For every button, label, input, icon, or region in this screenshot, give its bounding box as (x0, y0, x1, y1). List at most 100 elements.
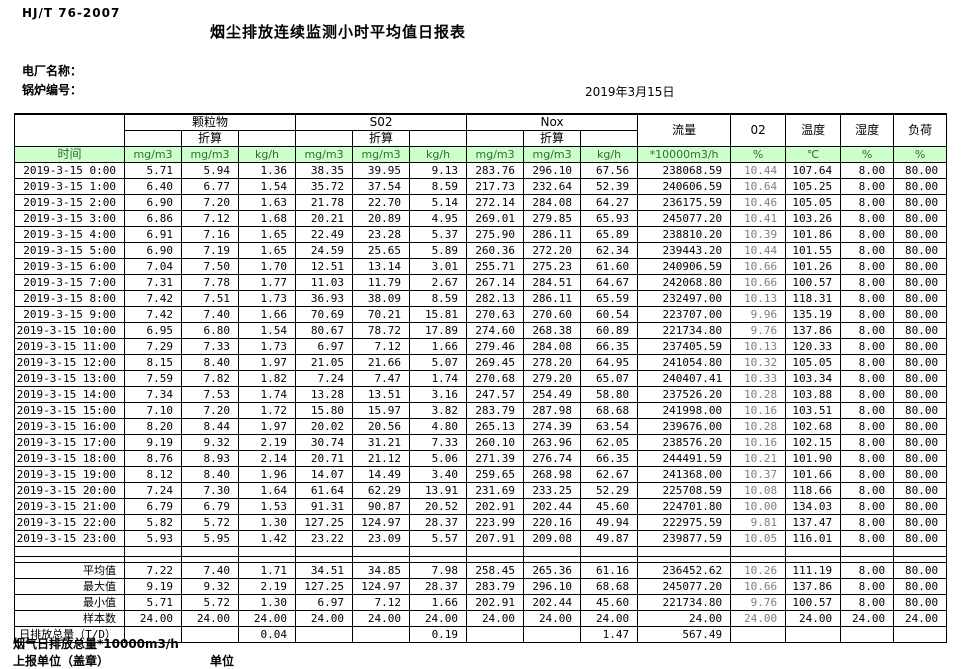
time-cell: 2019-3-15 23:00 (14, 530, 125, 547)
summary-value-cell: 24.00 (840, 610, 895, 627)
value-cell: 1.54 (237, 322, 297, 339)
value-cell: 5.07 (409, 354, 468, 371)
value-cell: 223.99 (466, 514, 525, 531)
summary-label: 日排放总量（T/D） (14, 626, 125, 643)
value-cell: 3.01 (409, 258, 468, 275)
table-row: 2019-3-15 7:00 7.31 7.78 1.77 11.03 11.79 2.67… (14, 274, 948, 291)
value-cell: 8.15 (124, 354, 182, 371)
value-cell: 1.97 (237, 354, 297, 371)
value-cell: 10.66 (730, 274, 787, 291)
value-cell: 284.08 (523, 194, 582, 211)
blank-cell (730, 546, 787, 557)
value-cell: 7.29 (124, 338, 182, 355)
value-cell: 7.16 (181, 226, 239, 243)
value-cell: 9.19 (124, 434, 182, 451)
value-cell: 10.39 (730, 226, 787, 243)
summary-value-cell: 7.40 (181, 562, 239, 579)
summary-value-cell: 202.91 (466, 594, 525, 611)
unit-cell: ℃ (785, 146, 842, 163)
value-cell: 7.20 (181, 402, 239, 419)
value-cell: 80.00 (893, 210, 948, 227)
value-cell: 240407.41 (637, 370, 732, 387)
value-cell: 5.57 (409, 530, 468, 547)
value-cell: 80.00 (893, 322, 948, 339)
value-cell: 287.98 (523, 402, 582, 419)
value-cell: 5.95 (181, 530, 239, 547)
value-cell: 279.85 (523, 210, 582, 227)
value-cell: 105.05 (785, 354, 842, 371)
value-cell: 13.14 (352, 258, 411, 275)
value-cell: 8.00 (840, 162, 895, 179)
value-cell: 100.57 (785, 274, 842, 291)
value-cell: 80.00 (893, 162, 948, 179)
header-temperature: 温度 (785, 113, 842, 147)
value-cell: 24.59 (295, 242, 354, 259)
value-cell: 222975.59 (637, 514, 732, 531)
value-cell: 8.12 (124, 466, 182, 483)
header-o2: 02 (730, 113, 787, 147)
value-cell: 7.19 (181, 242, 239, 259)
value-cell: 101.90 (785, 450, 842, 467)
blank-cell (295, 130, 354, 147)
value-cell: 22.70 (352, 194, 411, 211)
value-cell: 118.66 (785, 482, 842, 499)
time-cell: 2019-3-15 0:00 (14, 162, 125, 179)
value-cell: 10.08 (730, 482, 787, 499)
value-cell: 38.09 (352, 290, 411, 307)
table-row: 2019-3-15 14:00 7.34 7.53 1.74 13.28 13.51 3.1… (14, 386, 948, 403)
value-cell: 7.33 (181, 338, 239, 355)
value-cell: 49.94 (580, 514, 639, 531)
value-cell: 10.64 (730, 178, 787, 195)
header-flow: 流量 (637, 113, 732, 147)
value-cell: 9.32 (181, 434, 239, 451)
value-cell: 274.39 (523, 418, 582, 435)
value-cell: 274.60 (466, 322, 525, 339)
value-cell: 268.98 (523, 466, 582, 483)
value-cell: 8.00 (840, 386, 895, 403)
table-row: 2019-3-15 15:00 7.10 7.20 1.72 15.80 15.97 3.8… (14, 402, 948, 419)
value-cell: 283.76 (466, 162, 525, 179)
value-cell: 8.00 (840, 194, 895, 211)
summary-value-cell: 24.00 (352, 610, 411, 627)
unit-cell: kg/h (580, 146, 639, 163)
summary-value-cell: 7.22 (124, 562, 182, 579)
value-cell: 30.74 (295, 434, 354, 451)
value-cell: 80.00 (893, 402, 948, 419)
value-cell: 241054.80 (637, 354, 732, 371)
value-cell: 20.89 (352, 210, 411, 227)
summary-value-cell: 68.68 (580, 578, 639, 595)
value-cell: 270.68 (466, 370, 525, 387)
summary-value-cell: 24.00 (523, 610, 582, 627)
unit-cell: mg/m3 (523, 146, 582, 163)
value-cell: 255.71 (466, 258, 525, 275)
summary-value-cell: 245077.20 (637, 578, 732, 595)
value-cell: 66.35 (580, 450, 639, 467)
blank-cell (295, 546, 354, 557)
summary-value-cell: 34.51 (295, 562, 354, 579)
unit-cell: kg/h (237, 146, 297, 163)
value-cell: 20.02 (295, 418, 354, 435)
value-cell: 14.49 (352, 466, 411, 483)
value-cell: 6.80 (181, 322, 239, 339)
value-cell: 240906.59 (637, 258, 732, 275)
table-row: 2019-3-15 2:00 6.90 7.20 1.63 21.78 22.70 5.14… (14, 194, 948, 211)
reporting-unit-label: 上报单位（盖章） (13, 654, 110, 668)
blank-cell (409, 130, 468, 147)
blank-cell (785, 546, 842, 557)
blank-cell (466, 130, 525, 147)
value-cell: 8.00 (840, 530, 895, 547)
blank-cell (637, 546, 732, 557)
value-cell: 1.72 (237, 402, 297, 419)
value-cell: 7.24 (124, 482, 182, 499)
header-humidity: 湿度 (840, 113, 895, 147)
table-row: 2019-3-15 3:00 6.86 7.12 1.68 20.21 20.89 4.95… (14, 210, 948, 227)
plant-name-label: 电厂名称： (22, 64, 83, 78)
unit-cell: *10000m3/h (637, 146, 732, 163)
value-cell: 224701.80 (637, 498, 732, 515)
value-cell: 7.12 (352, 338, 411, 355)
value-cell: 8.40 (181, 354, 239, 371)
value-cell: 80.00 (893, 354, 948, 371)
value-cell: 39.95 (352, 162, 411, 179)
value-cell: 5.89 (409, 242, 468, 259)
table-row: 2019-3-15 22:00 5.82 5.72 1.30 127.25 124.97 2… (14, 514, 948, 531)
